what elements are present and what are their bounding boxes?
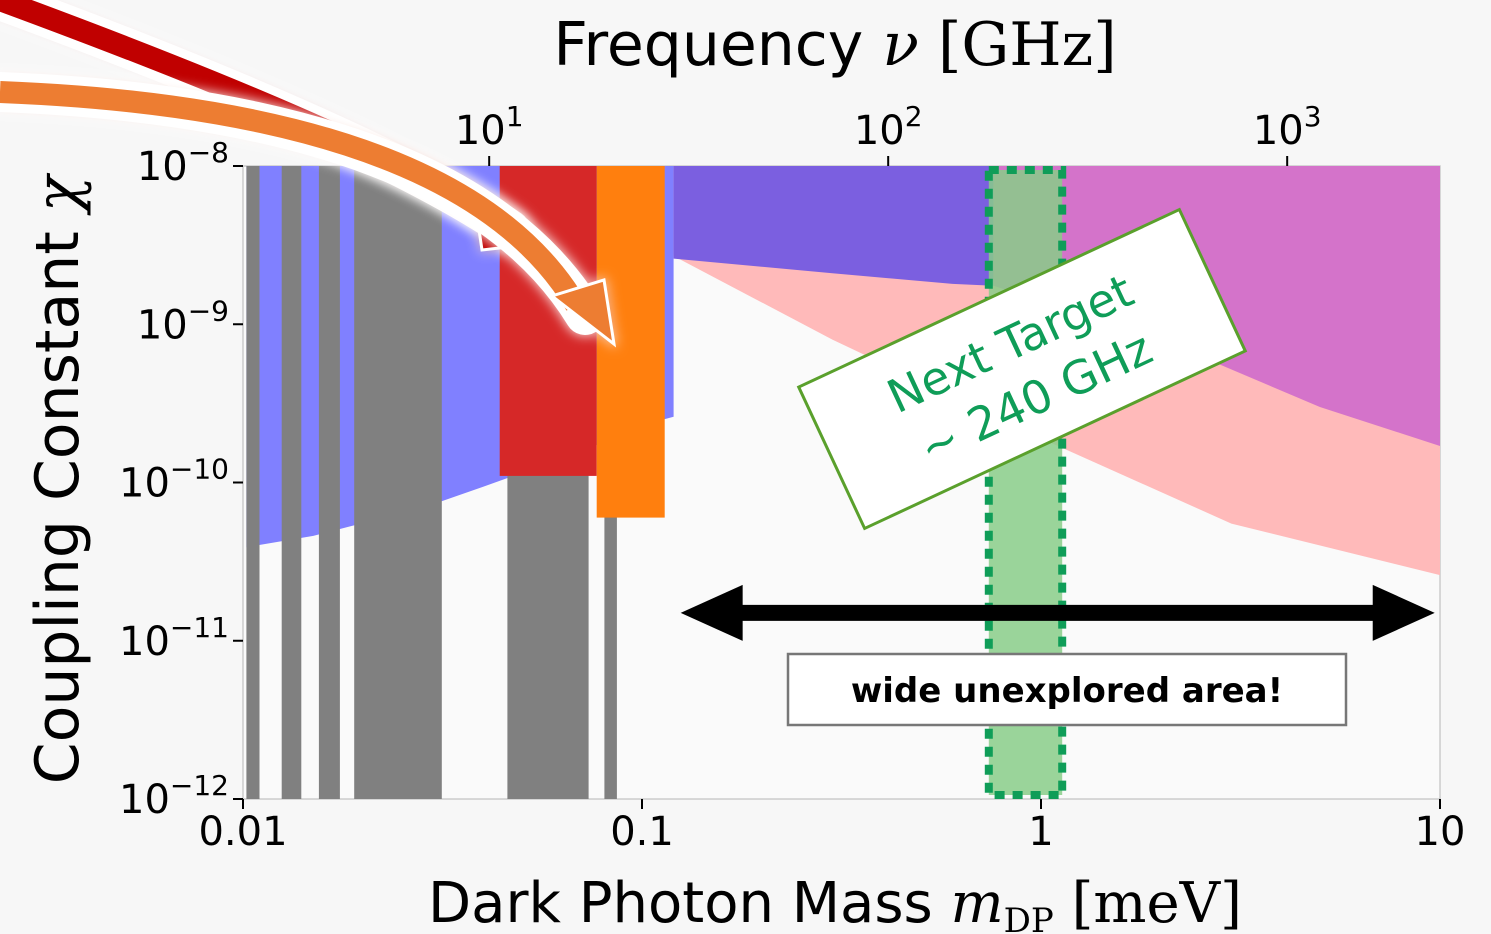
- unexplored-range-arrow: [680, 584, 1435, 641]
- x-tick-label-1: 0.1: [610, 809, 674, 855]
- x-tick-label-3: 10: [1415, 809, 1466, 855]
- x-tick-label-2: 1: [1028, 809, 1053, 855]
- range-label-box: wide unexplored area!: [786, 652, 1348, 727]
- y-axis-title: Coupling Constant χ: [23, 172, 93, 784]
- grey-band-2: [318, 166, 340, 799]
- y-tick-label-0: 10−12: [119, 769, 229, 823]
- top-tick-label-2: 103: [1253, 100, 1322, 154]
- y-tick-label-3: 10−9: [137, 294, 229, 348]
- series-orange-band: [596, 166, 665, 518]
- y-tick-label-2: 10−10: [119, 453, 229, 507]
- next-target-label: Next Target ~ 240 GHz: [796, 207, 1248, 531]
- range-label: wide unexplored area!: [851, 671, 1283, 711]
- series-violet-region: [673, 166, 994, 286]
- grey-band-0: [246, 166, 260, 799]
- grey-band-3: [354, 166, 442, 799]
- grey-band-1: [281, 166, 302, 799]
- y-tick-label-1: 10−11: [119, 611, 229, 665]
- top-tick-label-1: 102: [854, 100, 923, 154]
- y-tick-label-4: 10−8: [137, 136, 229, 190]
- top-axis-title: Frequency ν [GHz]: [553, 10, 1116, 80]
- orange-highlight-arrow: [0, 72, 617, 348]
- top-tick-label-0: 101: [455, 100, 524, 154]
- x-tick-label-0: 0.01: [198, 809, 287, 855]
- x-axis-title: Dark Photon Mass mDP [meV]: [428, 871, 1242, 934]
